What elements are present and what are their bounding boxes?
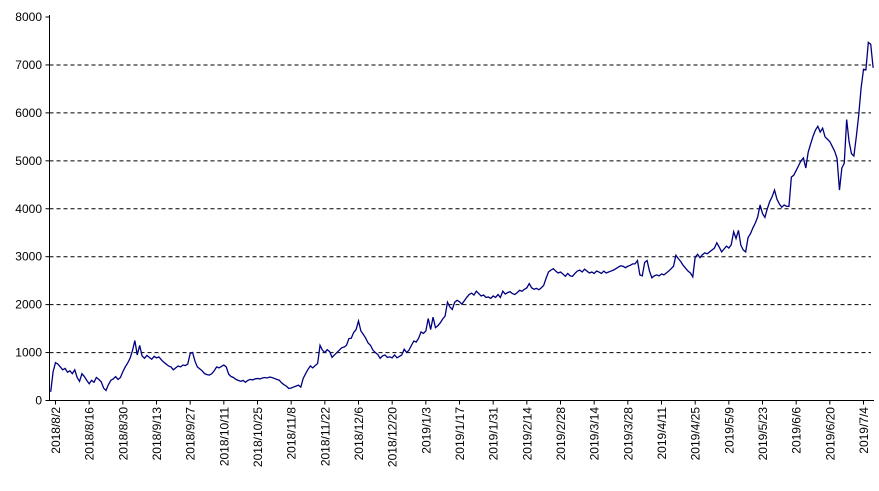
x-tick-label: 2018/11/22 <box>318 407 332 466</box>
x-tick-label: 2019/5/23 <box>756 407 770 461</box>
y-tick-label: 0 <box>35 394 42 408</box>
x-tick-label: 2018/10/11 <box>217 407 231 466</box>
x-tick-label: 2019/3/28 <box>621 407 635 461</box>
price-line <box>50 41 874 392</box>
y-tick-label: 1000 <box>15 346 42 360</box>
x-tick-label: 2019/1/31 <box>487 407 501 461</box>
y-tick-label: 5000 <box>15 154 42 168</box>
x-tick-label: 2018/11/8 <box>285 407 299 460</box>
x-tick-label: 2019/3/14 <box>588 407 602 461</box>
y-tick-marks <box>45 16 50 401</box>
y-tick-label: 8000 <box>15 10 42 24</box>
x-tick-label: 2019/2/14 <box>520 407 534 461</box>
x-tick-label: 2018/9/27 <box>184 407 198 461</box>
x-tick-label: 2018/8/16 <box>83 407 97 461</box>
x-tick-marks <box>55 400 865 405</box>
x-tick-label: 2019/6/20 <box>823 407 837 461</box>
x-tick-label: 2018/10/25 <box>251 407 265 467</box>
y-tick-label: 3000 <box>15 250 42 264</box>
x-tick-label: 2018/12/20 <box>386 407 400 467</box>
x-tick-label: 2018/9/13 <box>150 407 164 461</box>
x-tick-label: 2018/8/2 <box>49 407 63 454</box>
x-tick-label: 2019/1/17 <box>453 407 467 461</box>
x-tick-label: 2019/6/6 <box>790 407 804 454</box>
x-tick-label: 2019/2/28 <box>554 407 568 461</box>
y-tick-labels: 0 1000 2000 3000 4000 5000 6000 7000 8000 <box>15 10 42 408</box>
x-tick-label: 2018/12/6 <box>352 407 366 461</box>
y-tick-label: 7000 <box>15 58 42 72</box>
x-tick-label: 2019/4/11 <box>655 407 669 460</box>
y-tick-label: 4000 <box>15 202 42 216</box>
x-tick-label: 2019/7/4 <box>857 407 871 454</box>
y-gridlines <box>49 64 871 354</box>
x-tick-label: 2018/8/30 <box>116 407 130 461</box>
x-tick-label: 2019/4/25 <box>689 407 703 461</box>
x-tick-labels: 2018/8/2 2018/8/16 2018/8/30 2018/9/13 2018/… <box>49 407 871 467</box>
x-tick-label: 2019/1/3 <box>419 407 433 454</box>
y-tick-label: 6000 <box>15 106 42 120</box>
x-tick-label: 2019/5/9 <box>722 407 736 454</box>
y-tick-label: 2000 <box>15 298 42 312</box>
